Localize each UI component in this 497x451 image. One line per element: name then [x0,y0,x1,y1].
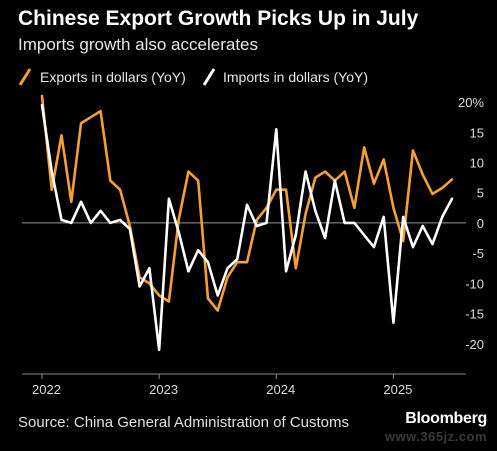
source-note: Source: China General Administration of … [18,414,349,431]
footer [0,404,497,451]
legend-label-exports: Exports in dollars (YoY) [40,69,186,85]
y-axis: 20% 15 10 5 0 -5 -10 -15 -20 [458,95,484,352]
y-tick-label: -10 [465,276,484,291]
watermark: www.365jz.com [384,429,487,444]
y-tick-label: 10 [470,156,484,171]
chart-title: Chinese Export Growth Picks Up in July [18,7,419,30]
x-tick-label: 2024 [266,382,295,397]
imports-line [40,103,454,352]
x-tick-label: 2025 [383,382,412,397]
y-tick-label: -15 [465,307,484,322]
x-axis: 2022 2023 2024 2025 [22,373,466,397]
y-tick-label: -20 [465,337,484,352]
exports-line [40,94,454,312]
legend-swatch-imports [202,68,216,86]
brand-logo: Bloomberg [405,410,487,427]
x-tick-label: 2023 [149,382,178,397]
legend: Exports in dollars (YoY) Imports in doll… [18,68,368,86]
y-tick-label: 15 [470,125,484,140]
y-tick-label: 5 [477,186,484,201]
y-tick-label: -5 [472,246,484,261]
legend-label-imports: Imports in dollars (YoY) [223,69,368,85]
x-tick-label: 2022 [32,382,61,397]
y-tick-label: 20% [458,95,484,110]
y-tick-label: 0 [477,216,484,231]
series-layer [40,94,454,352]
line-chart: Exports in dollars (YoY) Imports in doll… [18,68,484,397]
chart-subtitle: Imports growth also accelerates [18,35,258,54]
legend-swatch-exports [18,68,32,86]
